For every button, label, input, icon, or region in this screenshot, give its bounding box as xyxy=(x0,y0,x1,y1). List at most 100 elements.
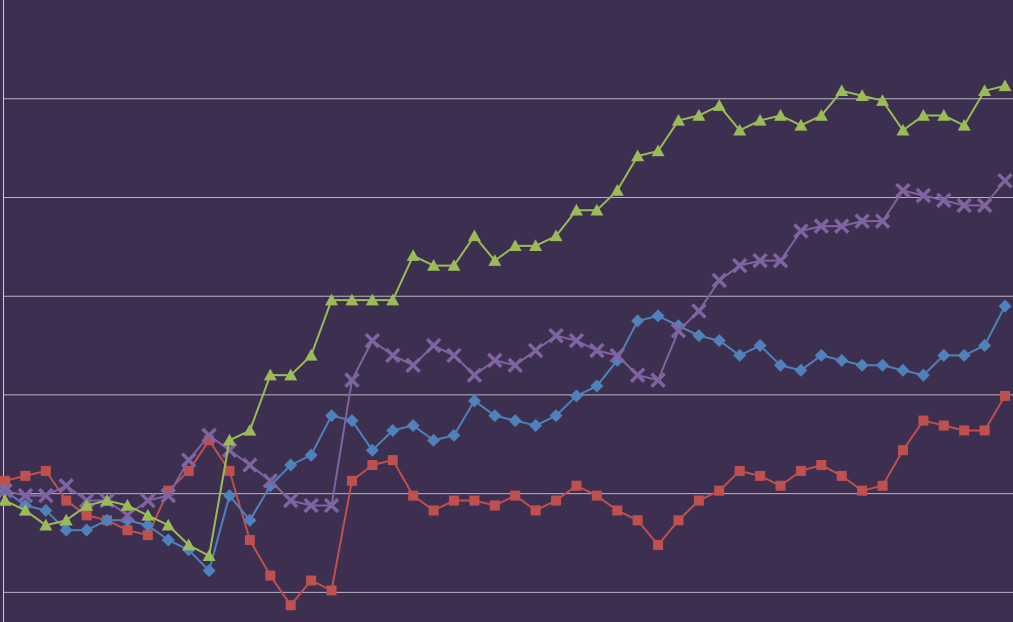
marker-x xyxy=(711,272,728,289)
marker-diamond xyxy=(386,423,400,437)
marker-square xyxy=(306,575,317,586)
marker-triangle xyxy=(569,203,583,216)
marker-triangle xyxy=(202,549,216,562)
marker-diamond xyxy=(304,448,318,462)
marker-triangle xyxy=(345,293,359,306)
marker-diamond xyxy=(733,348,747,362)
marker-diamond xyxy=(447,428,461,442)
marker-x xyxy=(629,367,646,383)
marker-x xyxy=(262,473,279,489)
marker-triangle xyxy=(39,518,53,531)
marker-x xyxy=(650,372,666,388)
marker-x xyxy=(589,342,605,359)
marker-square xyxy=(938,420,949,431)
marker-square xyxy=(163,485,174,496)
marker-square xyxy=(734,465,745,476)
marker-x xyxy=(997,172,1013,189)
marker-triangle xyxy=(978,84,992,97)
marker-triangle xyxy=(610,184,624,196)
marker-square xyxy=(469,495,480,506)
marker-x xyxy=(813,218,830,234)
marker-square xyxy=(428,505,439,516)
marker-square xyxy=(265,570,276,581)
marker-triangle xyxy=(406,249,420,261)
marker-triangle xyxy=(998,79,1012,92)
marker-square xyxy=(653,539,664,550)
marker-square xyxy=(346,475,357,486)
marker-triangle xyxy=(876,94,890,106)
marker-triangle xyxy=(120,498,134,511)
marker-diamond xyxy=(651,309,665,323)
marker-triangle xyxy=(18,503,32,516)
marker-square xyxy=(551,495,562,506)
marker-x xyxy=(364,332,381,349)
marker-square xyxy=(183,465,194,476)
marker-x xyxy=(895,182,911,199)
marker-square xyxy=(204,435,215,446)
marker-triangle xyxy=(488,254,502,266)
marker-diamond xyxy=(569,389,583,403)
marker-triangle xyxy=(447,259,461,271)
marker-square xyxy=(367,460,378,471)
marker-x xyxy=(854,213,870,229)
marker-square xyxy=(816,460,827,471)
marker-triangle xyxy=(222,433,236,446)
marker-diamond xyxy=(876,358,890,372)
marker-diamond xyxy=(508,414,522,428)
marker-x xyxy=(915,187,932,204)
marker-square xyxy=(693,495,704,506)
marker-diamond xyxy=(427,433,441,447)
marker-diamond xyxy=(937,348,951,362)
marker-x xyxy=(874,213,891,229)
marker-square xyxy=(40,465,51,476)
marker-square xyxy=(632,515,643,526)
marker-x xyxy=(344,372,360,388)
marker-diamond xyxy=(855,358,869,372)
marker-diamond xyxy=(59,523,73,537)
marker-square xyxy=(918,415,929,426)
marker-square xyxy=(979,425,990,436)
marker-triangle xyxy=(0,494,12,506)
marker-diamond xyxy=(345,414,359,428)
marker-triangle xyxy=(794,118,808,131)
marker-diamond xyxy=(712,334,726,348)
marker-x xyxy=(548,327,564,344)
marker-diamond xyxy=(243,513,257,527)
marker-square xyxy=(224,465,235,476)
marker-square xyxy=(1000,390,1010,401)
marker-x xyxy=(201,427,217,444)
marker-square xyxy=(673,515,684,526)
marker-square xyxy=(489,500,500,511)
marker-x xyxy=(956,197,972,214)
marker-x xyxy=(38,487,54,504)
marker-square xyxy=(285,600,296,611)
marker-x xyxy=(446,347,462,364)
marker-x xyxy=(385,347,401,364)
marker-square xyxy=(81,510,92,521)
marker-triangle xyxy=(957,118,971,131)
marker-triangle xyxy=(59,513,73,526)
marker-diamond xyxy=(957,348,971,362)
marker-diamond xyxy=(794,363,808,377)
marker-x xyxy=(119,507,136,524)
marker-x xyxy=(793,223,809,239)
marker-x xyxy=(425,337,442,354)
marker-diamond xyxy=(202,564,216,578)
marker-triangle xyxy=(774,109,788,121)
marker-x xyxy=(282,492,299,509)
marker-square xyxy=(775,480,786,491)
marker-x xyxy=(0,482,13,499)
marker-triangle xyxy=(263,368,277,381)
marker-x xyxy=(527,342,544,359)
marker-diamond xyxy=(590,379,604,393)
marker-diamond xyxy=(325,409,339,423)
marker-diamond xyxy=(488,409,502,423)
marker-triangle xyxy=(80,498,94,511)
marker-diamond xyxy=(80,523,94,537)
marker-square xyxy=(795,465,806,476)
marker-triangle xyxy=(937,109,951,121)
marker-x xyxy=(936,192,952,209)
marker-x xyxy=(731,257,748,274)
marker-x xyxy=(487,352,503,369)
